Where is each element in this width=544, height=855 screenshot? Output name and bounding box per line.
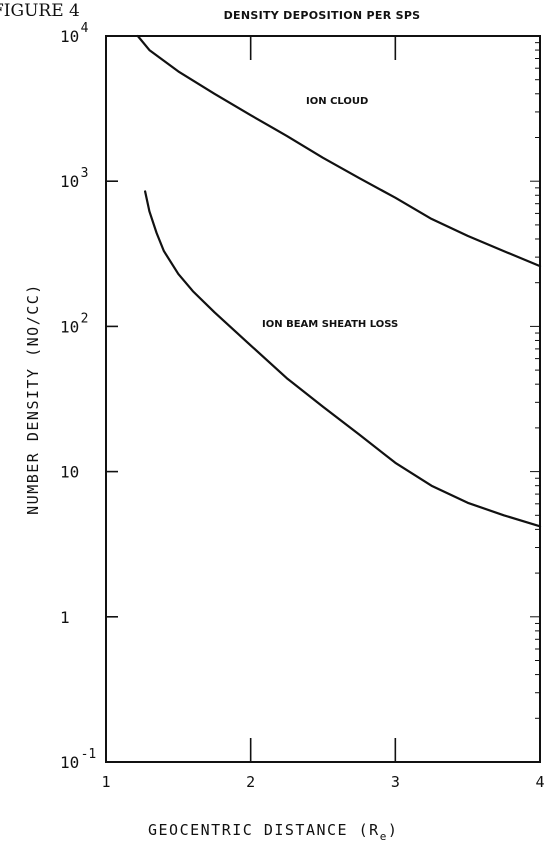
plot-frame — [105, 35, 541, 763]
y-tick-exponent-1000: 3 — [81, 166, 89, 181]
x-tick-label-2: 2 — [246, 773, 255, 791]
x-tick-label-1: 1 — [101, 773, 110, 791]
y-tick-label-0.1: 10 — [60, 753, 79, 772]
y-tick-label-10: 10 — [60, 463, 79, 482]
series-line-ion-beam-sheath-loss — [144, 190, 542, 528]
y-tick-exponent-0.1: -1 — [81, 747, 97, 762]
y-tick-exponent-100: 2 — [81, 311, 89, 326]
series-line-ion-cloud — [136, 34, 542, 268]
minor-ticks — [530, 42, 540, 763]
y-tick-label-100: 10 — [60, 317, 79, 336]
y-tick-label-1000: 10 — [60, 172, 79, 191]
series-label-ion-beam-sheath-loss: ION BEAM SHEATH LOSS — [262, 319, 398, 330]
y-axis-label: NUMBER DENSITY (NO/CC) — [24, 283, 42, 515]
y-tick-label-1: 1 — [60, 608, 70, 627]
x-tick-label-3: 3 — [391, 773, 400, 791]
x-axis-ticks: 1 2 3 4 — [101, 36, 544, 791]
y-tick-label-10000: 10 — [60, 27, 79, 46]
x-axis-label: GEOCENTRIC DISTANCE (Re) — [148, 821, 398, 843]
series-label-ion-cloud: ION CLOUD — [306, 96, 368, 107]
page-label: FIGURE 4 — [0, 1, 80, 21]
chart-title: DENSITY DEPOSITION PER SPS — [224, 9, 421, 22]
x-tick-label-4: 4 — [535, 773, 544, 791]
y-tick-exponent-10000: 4 — [81, 21, 89, 36]
series-lines — [136, 34, 542, 528]
